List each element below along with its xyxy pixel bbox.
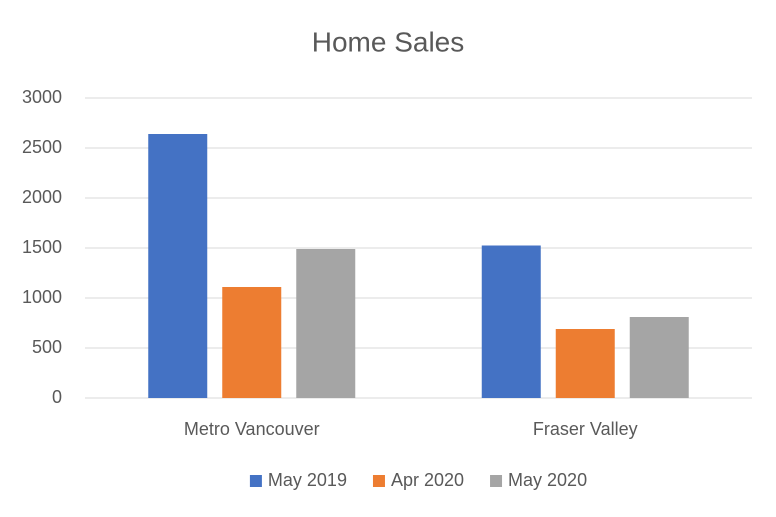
legend-label: Apr 2020 [391,470,464,490]
legend-swatch [249,475,262,487]
y-tick-label: 2000 [22,187,62,207]
x-tick-label: Fraser Valley [533,419,638,439]
legend-swatch [490,475,503,487]
y-tick-label: 0 [52,387,62,407]
legend-label: May 2019 [268,470,347,490]
legend-swatch [372,475,385,487]
y-tick-label: 2500 [22,137,62,157]
legend-label: May 2020 [508,470,587,490]
bar [296,249,356,398]
bar [148,134,208,398]
y-tick-label: 3000 [22,87,62,107]
y-tick-label: 1500 [22,237,62,257]
x-tick-label: Metro Vancouver [184,419,320,439]
bar [555,329,615,398]
bar [222,287,282,398]
bar [481,245,541,398]
bar [629,317,689,398]
chart-title: Home Sales [312,26,465,57]
y-tick-label: 1000 [22,287,62,307]
y-tick-label: 500 [32,337,62,357]
